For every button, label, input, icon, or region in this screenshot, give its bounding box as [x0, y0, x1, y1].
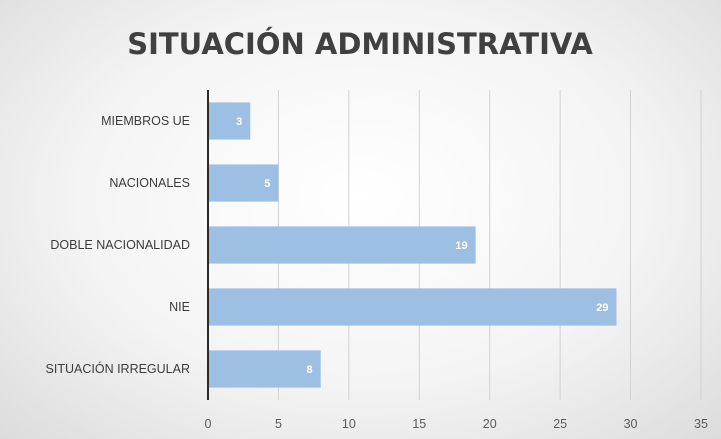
data-label-2: 19: [455, 240, 467, 252]
tick-label-20: 20: [483, 417, 497, 431]
category-label-4: SITUACIÓN IRREGULAR: [46, 361, 190, 376]
tick-label-5: 5: [275, 417, 282, 431]
value-axis-tick-labels: 0 5 10 15 20 25 30 35: [205, 417, 708, 431]
tick-label-30: 30: [624, 417, 638, 431]
chart-title: SITUACIÓN ADMINISTRATIVA: [127, 27, 593, 61]
bars: 3 5 19 29 8: [208, 102, 617, 388]
tick-label-10: 10: [342, 417, 356, 431]
bar-2: [208, 226, 476, 264]
category-label-3: NIE: [169, 300, 190, 314]
bar-4: [208, 350, 321, 388]
tick-label-15: 15: [412, 417, 426, 431]
data-label-4: 8: [307, 364, 313, 376]
bar-0: [208, 102, 251, 140]
bar-1: [208, 164, 279, 202]
data-label-0: 3: [236, 116, 242, 128]
category-label-2: DOBLE NACIONALIDAD: [50, 238, 190, 252]
tick-label-25: 25: [553, 417, 567, 431]
data-label-3: 29: [596, 302, 608, 314]
tick-label-0: 0: [205, 417, 212, 431]
bar-3: [208, 288, 617, 326]
category-labels: MIEMBROS UE NACIONALES DOBLE NACIONALIDAD N…: [46, 114, 190, 376]
category-label-1: NACIONALES: [109, 176, 190, 190]
data-label-1: 5: [264, 178, 270, 190]
tick-label-35: 35: [694, 417, 708, 431]
category-label-0: MIEMBROS UE: [101, 114, 190, 128]
